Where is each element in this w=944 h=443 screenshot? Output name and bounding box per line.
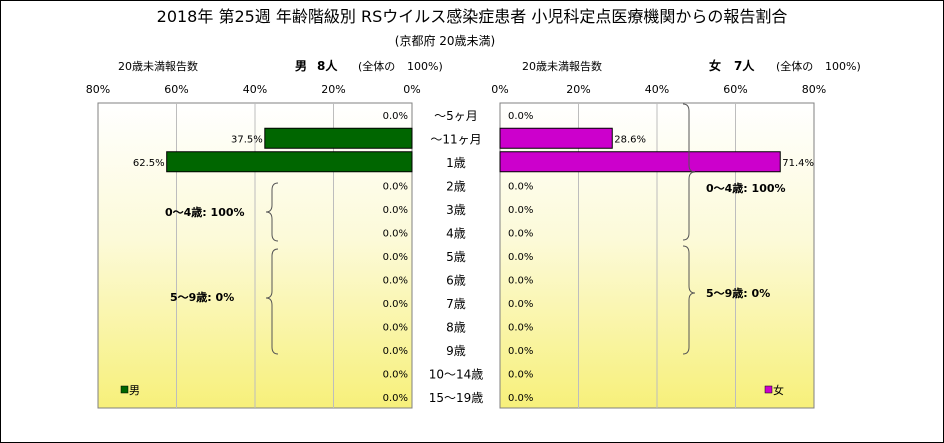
male-data-label: 0.0% xyxy=(383,111,408,122)
female-group-0-4-label: 0～4歳: 100% xyxy=(706,181,786,195)
male-data-label: 37.5% xyxy=(231,134,263,145)
female-header-total: (全体の xyxy=(776,59,813,73)
male-data-label: 0.0% xyxy=(383,393,408,404)
female-data-label: 0.0% xyxy=(508,228,533,239)
male-data-label: 0.0% xyxy=(383,205,408,216)
right-axis-tick: 80% xyxy=(802,83,826,96)
male-header-total-pct: 100%) xyxy=(407,60,443,73)
chart-title: 2018年 第25週 年齢階級別 RSウイルス感染症患者 小児科定点医療機関から… xyxy=(157,7,788,26)
left-axis-tick: 60% xyxy=(164,83,188,96)
age-category-label: 5歳 xyxy=(446,250,466,264)
male-data-label: 62.5% xyxy=(133,158,165,169)
male-data-label: 0.0% xyxy=(383,252,408,263)
age-category-label: 15～19歳 xyxy=(429,391,484,405)
male-bar xyxy=(264,127,413,149)
female-data-label: 0.0% xyxy=(508,111,533,122)
female-data-label: 0.0% xyxy=(508,275,533,286)
female-header-total-pct: 100%) xyxy=(825,60,861,73)
female-data-label: 0.0% xyxy=(508,322,533,333)
right-axis-tick: 0% xyxy=(491,83,508,96)
right-axis-tick: 60% xyxy=(723,83,747,96)
female-group-5-9-label: 5～9歳: 0% xyxy=(706,286,770,300)
female-data-label: 0.0% xyxy=(508,369,533,380)
right-axis-tick: 20% xyxy=(566,83,590,96)
male-data-label: 0.0% xyxy=(383,346,408,357)
female-data-label: 0.0% xyxy=(508,299,533,310)
male-header-total: (全体の xyxy=(358,59,395,73)
female-data-label: 0.0% xyxy=(508,205,533,216)
left-axis-tick: 40% xyxy=(243,83,267,96)
age-category-label: 3歳 xyxy=(446,203,466,217)
male-data-label: 0.0% xyxy=(383,181,408,192)
age-category-label: 2歳 xyxy=(446,179,466,193)
male-data-label: 0.0% xyxy=(383,228,408,239)
age-category-labels: ～5ヶ月 ～11ヶ月 1歳 2歳 3歳 4歳 5歳 6歳 7歳 8歳 9歳 10～14歳 15～19歳 xyxy=(429,109,484,405)
female-data-label: 28.6% xyxy=(614,134,646,145)
right-axis-ticks: 0% 20% 40% 60% 80% xyxy=(491,83,826,96)
age-category-label: 10～14歳 xyxy=(429,367,484,381)
male-header-report-label: 20歳未満報告数 xyxy=(118,60,198,73)
age-category-label: 8歳 xyxy=(446,320,466,334)
female-data-label: 71.4% xyxy=(782,158,814,169)
bars xyxy=(166,127,781,173)
age-category-label: 6歳 xyxy=(446,273,466,287)
female-legend-label: 女 xyxy=(773,383,784,397)
right-axis-tick: 40% xyxy=(645,83,669,96)
age-category-label: ～11ヶ月 xyxy=(430,132,481,146)
male-bar xyxy=(166,151,413,173)
male-legend-swatch xyxy=(120,385,129,394)
female-brace-5-9 xyxy=(682,245,696,355)
male-data-label: 0.0% xyxy=(383,299,408,310)
female-header-label: 女 xyxy=(709,58,721,73)
left-axis-tick: 80% xyxy=(86,83,110,96)
chart-subtitle: (京都府 20歳未満) xyxy=(395,33,495,48)
age-category-label: 4歳 xyxy=(446,226,466,240)
left-axis-ticks: 80% 60% 40% 20% 0% xyxy=(86,83,421,96)
left-axis-tick: 0% xyxy=(403,83,420,96)
age-category-label: 7歳 xyxy=(446,297,466,311)
female-header-count: 7人 xyxy=(734,58,755,73)
male-brace-5-9 xyxy=(265,248,279,355)
data-labels: 0.0% 0.0% 37.5% 28.6% 62.5% 71.4% 0.0% 0.0% 0.0%… xyxy=(133,111,814,404)
male-data-label: 0.0% xyxy=(383,275,408,286)
male-data-label: 0.0% xyxy=(383,369,408,380)
male-header-count: 8人 xyxy=(317,58,338,73)
male-group-5-9-label: 5～9歳: 0% xyxy=(170,290,234,304)
female-brace-0-4 xyxy=(682,103,696,241)
female-data-label: 0.0% xyxy=(508,393,533,404)
male-legend-label: 男 xyxy=(129,384,140,397)
female-data-label: 0.0% xyxy=(508,346,533,357)
age-category-label: ～5ヶ月 xyxy=(434,109,478,123)
female-legend: 女 xyxy=(764,383,784,397)
left-axis-tick: 20% xyxy=(321,83,345,96)
female-bar xyxy=(499,151,781,173)
female-legend-swatch xyxy=(764,385,773,394)
male-brace-0-4 xyxy=(265,182,279,242)
age-category-label: 9歳 xyxy=(446,344,466,358)
male-header-label: 男 xyxy=(295,59,307,73)
age-category-label: 1歳 xyxy=(446,156,466,170)
female-data-label: 0.0% xyxy=(508,181,533,192)
female-bar xyxy=(499,127,613,149)
male-data-label: 0.0% xyxy=(383,322,408,333)
female-header-report-label: 20歳未満報告数 xyxy=(522,60,602,73)
male-legend: 男 xyxy=(120,384,140,397)
male-group-0-4-label: 0～4歳: 100% xyxy=(165,205,245,219)
female-data-label: 0.0% xyxy=(508,252,533,263)
